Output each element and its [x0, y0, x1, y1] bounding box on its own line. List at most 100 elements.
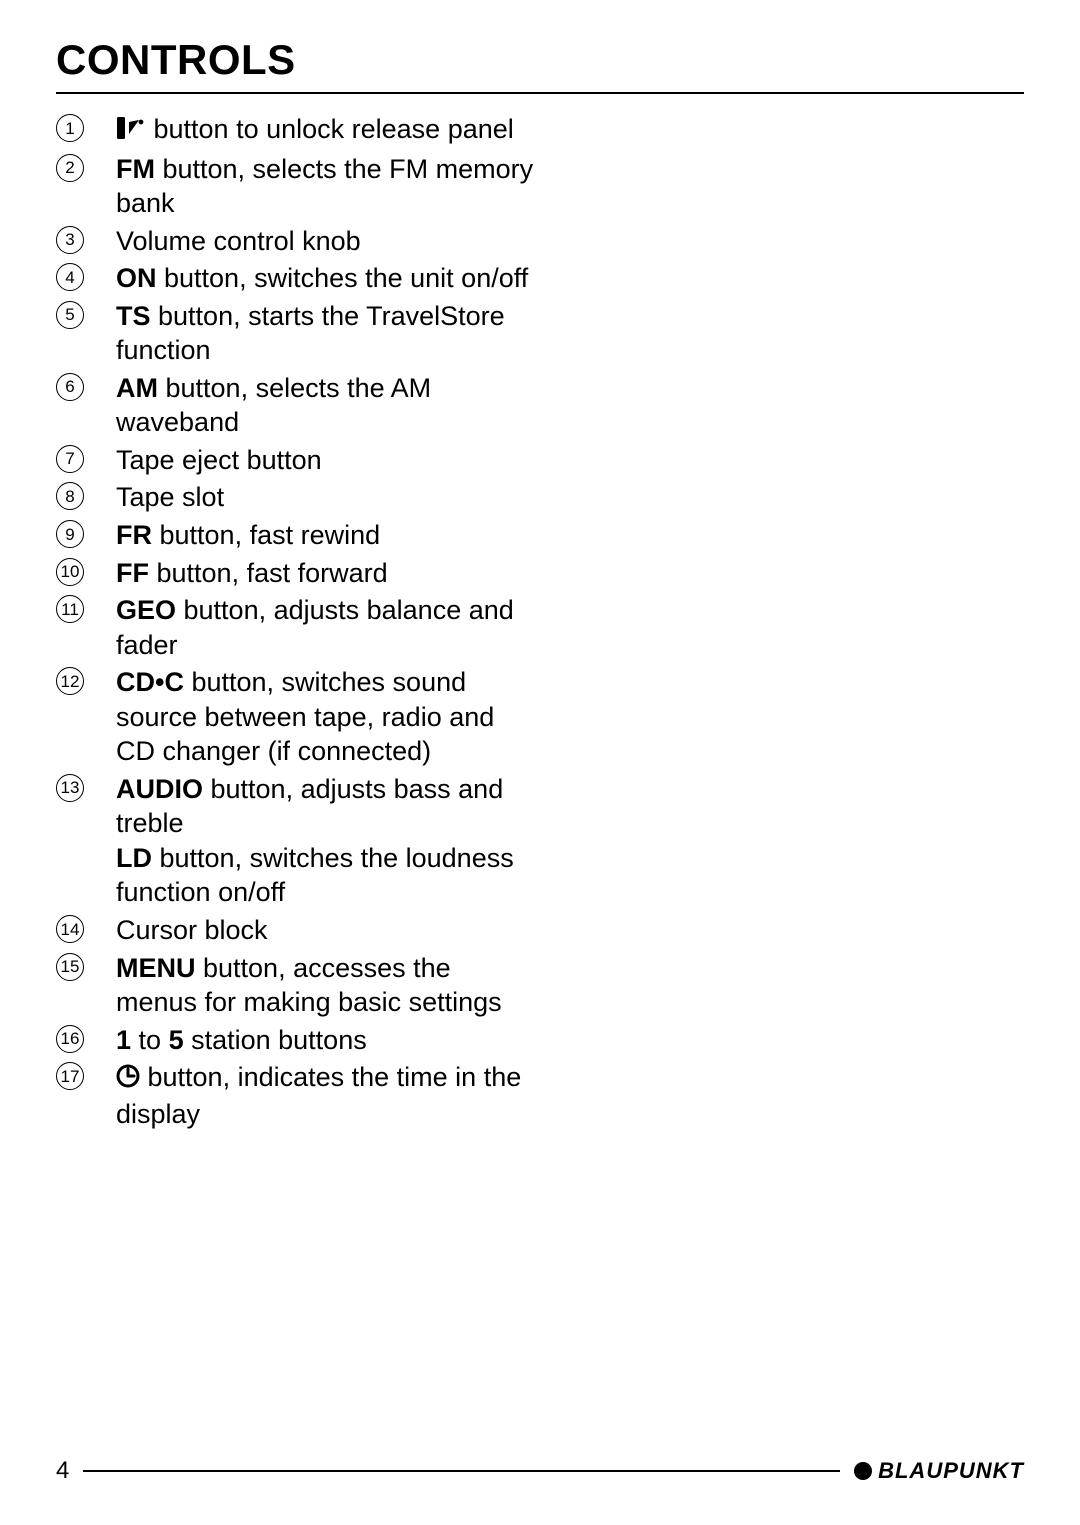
controls-list: 1 button to unlock release panel 2 FM butt…: [56, 112, 536, 1131]
control-description: FM button, selects the FM memory bank: [116, 152, 536, 221]
control-description-text: button, selects the FM memory bank: [116, 154, 533, 219]
control-description: button to unlock release panel: [116, 112, 536, 149]
footer-rule: [83, 1470, 840, 1472]
control-description: AUDIO button, adjusts bass and trebleLD …: [116, 772, 536, 910]
control-number-circle: 2: [56, 154, 84, 182]
control-description: Volume control knob: [116, 224, 536, 259]
control-number-col: 12: [56, 665, 116, 695]
control-description-text: button, indicates the time in the displa…: [116, 1062, 521, 1129]
control-description: GEO button, adjusts balance and fader: [116, 593, 536, 662]
control-number-col: 15: [56, 951, 116, 981]
control-description-text: button, switches the unit on/off: [157, 263, 529, 293]
control-description-line: FR button, fast rewind: [116, 518, 536, 553]
control-number-col: 13: [56, 772, 116, 802]
control-description-text: AM: [116, 373, 158, 403]
control-number: 5: [65, 306, 74, 323]
control-item: 16 1 to 5 station buttons: [56, 1023, 536, 1058]
control-description: CD•C button, switches sound source betwe…: [116, 665, 536, 769]
control-number-circle: 16: [56, 1025, 84, 1053]
control-number: 15: [61, 958, 80, 975]
control-number-col: 3: [56, 224, 116, 254]
control-description: 1 to 5 station buttons: [116, 1023, 536, 1058]
unlock-icon: [116, 114, 146, 149]
clock-icon: [116, 1062, 140, 1097]
control-number-circle: 6: [56, 373, 84, 401]
page-footer: 4 BLAUPUNKT: [56, 1457, 1024, 1485]
control-description: TS button, starts the TravelStore functi…: [116, 299, 536, 368]
control-description-line: AM button, selects the AM waveband: [116, 371, 536, 440]
control-number-col: 14: [56, 913, 116, 943]
control-description-line: button to unlock release panel: [116, 112, 536, 149]
control-item: 1 button to unlock release panel: [56, 112, 536, 149]
control-description: FF button, fast forward: [116, 556, 536, 591]
control-number-circle: 9: [56, 520, 84, 548]
control-number-col: 7: [56, 443, 116, 473]
control-description-line: FM button, selects the FM memory bank: [116, 152, 536, 221]
control-description-line: FF button, fast forward: [116, 556, 536, 591]
control-number: 4: [65, 269, 74, 286]
control-number-circle: 10: [56, 558, 84, 586]
control-description: FR button, fast rewind: [116, 518, 536, 553]
control-number-circle: 11: [56, 595, 84, 623]
page-title: CONTROLS: [56, 36, 1024, 94]
control-number-circle: 5: [56, 301, 84, 329]
control-number-col: 10: [56, 556, 116, 586]
control-description-text: Cursor block: [116, 915, 268, 945]
control-number-circle: 7: [56, 445, 84, 473]
control-number-col: 8: [56, 480, 116, 510]
control-description-text: GEO: [116, 595, 176, 625]
control-number-circle: 14: [56, 915, 84, 943]
control-description-text: Tape slot: [116, 482, 224, 512]
control-description: ON button, switches the unit on/off: [116, 261, 536, 296]
control-number: 14: [61, 921, 80, 938]
control-number-circle: 3: [56, 226, 84, 254]
control-number-col: 4: [56, 261, 116, 291]
control-description-line: Cursor block: [116, 913, 536, 948]
control-description-text: button, fast forward: [149, 558, 388, 588]
control-item: 3 Volume control knob: [56, 224, 536, 259]
control-number-circle: 13: [56, 774, 84, 802]
control-number-circle: 15: [56, 953, 84, 981]
control-description-line: AUDIO button, adjusts bass and treble: [116, 772, 536, 841]
control-number-col: 11: [56, 593, 116, 623]
control-number: 8: [65, 488, 74, 505]
control-number-col: 9: [56, 518, 116, 548]
control-description-text: FF: [116, 558, 149, 588]
control-number-col: 2: [56, 152, 116, 182]
control-description-text: TS: [116, 301, 151, 331]
control-number-circle: 8: [56, 482, 84, 510]
page: CONTROLS 1 button to unlock release pane…: [0, 0, 1080, 1525]
control-item: 10 FF button, fast forward: [56, 556, 536, 591]
control-description-line: button, indicates the time in the displa…: [116, 1060, 536, 1131]
control-description-text: to: [131, 1025, 169, 1055]
control-number: 7: [65, 450, 74, 467]
control-number-col: 17: [56, 1060, 116, 1090]
control-description-line: Volume control knob: [116, 224, 536, 259]
control-item: 9 FR button, fast rewind: [56, 518, 536, 553]
control-description-text: AUDIO: [116, 774, 203, 804]
control-number: 13: [61, 779, 80, 796]
control-item: 13 AUDIO button, adjusts bass and trebleL…: [56, 772, 536, 910]
control-item: 5 TS button, starts the TravelStore funct…: [56, 299, 536, 368]
control-description: AM button, selects the AM waveband: [116, 371, 536, 440]
control-item: 8 Tape slot: [56, 480, 536, 515]
control-item: 12 CD•C button, switches sound source bet…: [56, 665, 536, 769]
control-description-text: station buttons: [184, 1025, 367, 1055]
control-number-col: 6: [56, 371, 116, 401]
control-description-text: 1: [116, 1025, 131, 1055]
control-description-text: MENU: [116, 953, 196, 983]
brand-text: BLAUPUNKT: [878, 1458, 1024, 1484]
control-item: 2 FM button, selects the FM memory bank: [56, 152, 536, 221]
control-number: 1: [65, 120, 74, 137]
control-description-text: ON: [116, 263, 157, 293]
control-item: 14 Cursor block: [56, 913, 536, 948]
control-description-line: 1 to 5 station buttons: [116, 1023, 536, 1058]
control-description: Tape slot: [116, 480, 536, 515]
control-description-text: Volume control knob: [116, 226, 361, 256]
control-description-line: ON button, switches the unit on/off: [116, 261, 536, 296]
control-description-text: 5: [169, 1025, 184, 1055]
control-description-text: button, fast rewind: [152, 520, 380, 550]
control-item: 15MENU button, accesses the menus for ma…: [56, 951, 536, 1020]
control-item: 4 ON button, switches the unit on/off: [56, 261, 536, 296]
control-number-circle: 12: [56, 667, 84, 695]
